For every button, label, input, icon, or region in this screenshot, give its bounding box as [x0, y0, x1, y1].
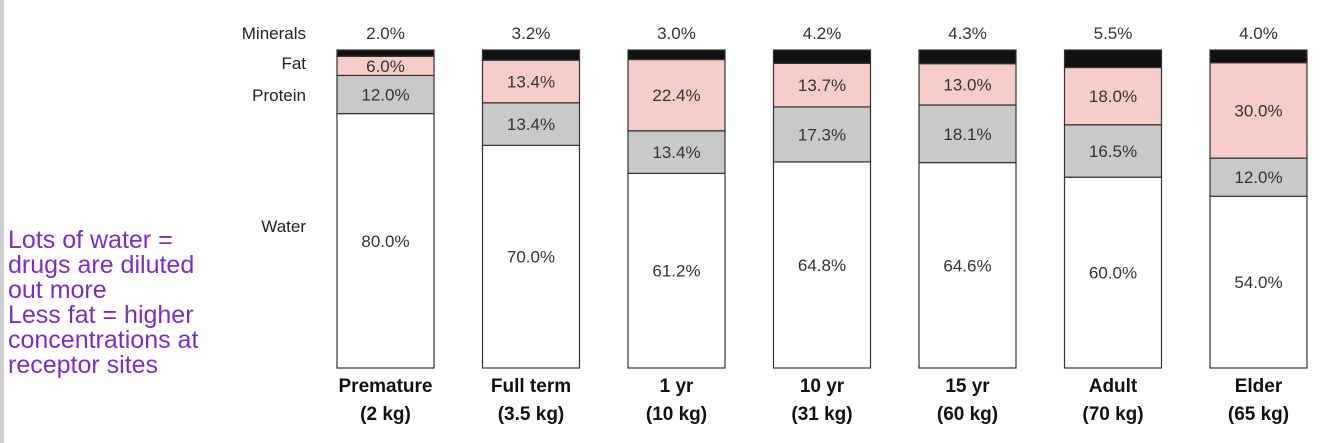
bar-segment-water [481, 144, 581, 369]
category-label: Elder [1235, 376, 1283, 397]
data-label-fat: 13.4% [507, 72, 555, 91]
bar-segment-minerals [772, 49, 872, 64]
data-label-water: 60.0% [1089, 264, 1137, 283]
bar-stack: 64.8% 17.3% 13.7% 4.2% 10 yr (31 kg) [772, 24, 872, 425]
bar-stack: 60.0% 16.5% 18.0% 5.5% Adult (70 kg) [1063, 24, 1163, 425]
bar-segment-protein [918, 104, 1017, 164]
row-label-minerals: Minerals [242, 24, 306, 43]
row-labels: Minerals Fat Protein Water [242, 24, 307, 236]
bar-stack: 61.2% 13.4% 22.4% 3.0% 1 yr (10 kg) [627, 24, 726, 425]
data-label-protein: 12.0% [1234, 168, 1282, 187]
data-label-fat: 22.4% [652, 86, 700, 105]
data-label-protein: 13.4% [507, 115, 555, 134]
annotation-note: Lots of water = drugs are diluted out mo… [8, 228, 258, 378]
data-label-minerals: 4.0% [1239, 24, 1278, 43]
category-weight-label: (2 kg) [360, 404, 411, 425]
category-weight-label: (10 kg) [646, 404, 707, 425]
bar-segment-fat [918, 63, 1017, 106]
category-weight-label: (60 kg) [937, 404, 998, 425]
data-label-protein: 17.3% [798, 125, 846, 144]
bar-segment-water [336, 112, 435, 369]
bar-segment-minerals [918, 49, 1017, 65]
annotation-line: out more [8, 276, 107, 304]
bar-segment-fat [1063, 66, 1163, 126]
data-label-fat: 13.0% [943, 75, 991, 94]
category-label: Adult [1089, 376, 1138, 397]
bar-segment-fat [481, 59, 581, 104]
annotation-line: Less fat = higher [8, 301, 194, 329]
bar-stack: 70.0% 13.4% 13.4% 3.2% Full term (3.5 kg) [481, 24, 581, 425]
bar-segment-water [627, 172, 726, 369]
data-label-minerals: 4.2% [803, 24, 842, 43]
data-label-protein: 18.1% [943, 125, 991, 144]
bar-segment-minerals [1209, 49, 1308, 64]
bar-segment-minerals [481, 49, 581, 61]
data-label-minerals: 5.5% [1094, 24, 1133, 43]
data-label-fat: 30.0% [1234, 101, 1282, 120]
bar-stack: 54.0% 12.0% 30.0% 4.0% Elder (65 kg) [1209, 24, 1308, 425]
row-label-protein: Protein [252, 86, 306, 105]
bar-segment-minerals [1063, 49, 1163, 69]
bar-segment-fat [772, 62, 872, 108]
data-label-water: 64.6% [943, 256, 991, 275]
category-weight-label: (3.5 kg) [498, 404, 565, 425]
data-label-water: 61.2% [652, 262, 700, 281]
annotation-line: drugs are diluted [8, 251, 195, 279]
bar-segment-protein [772, 106, 872, 163]
bars: 80.0% 12.0% 6.0% 2.0% Premature (2 kg) 70.0% 13… [336, 24, 1308, 425]
bar-segment-minerals [627, 49, 726, 61]
data-label-fat: 18.0% [1089, 87, 1137, 106]
annotation-line: receptor sites [8, 351, 159, 379]
data-label-protein: 16.5% [1089, 142, 1137, 161]
data-label-minerals: 3.0% [657, 24, 696, 43]
category-label: Full term [491, 376, 571, 397]
bar-segment-protein [1063, 124, 1163, 178]
annotation-line: Lots of water = [8, 226, 173, 254]
data-label-water: 70.0% [507, 248, 555, 267]
data-label-fat: 13.7% [798, 76, 846, 95]
category-label: Premature [339, 376, 433, 397]
bar-segment-fat [627, 58, 726, 132]
data-label-minerals: 2.0% [366, 24, 405, 43]
category-weight-label: (70 kg) [1082, 404, 1143, 425]
bar-segment-water [1063, 176, 1163, 369]
bar-stack: 80.0% 12.0% 6.0% 2.0% Premature (2 kg) [336, 24, 435, 425]
bar-segment-protein [481, 102, 581, 147]
category-label: 1 yr [660, 376, 694, 397]
bar-segment-protein [336, 74, 435, 115]
category-label: 15 yr [945, 376, 990, 397]
row-label-water: Water [261, 217, 306, 236]
left-border [0, 0, 4, 443]
data-label-fat: 6.0% [366, 57, 405, 76]
data-label-protein: 13.4% [652, 143, 700, 162]
bar-segment-protein [1209, 157, 1308, 197]
bar-segment-fat [1209, 62, 1308, 159]
data-label-minerals: 4.3% [948, 24, 987, 43]
annotation-line: concentrations at [8, 326, 199, 354]
category-weight-label: (65 kg) [1228, 404, 1289, 425]
data-label-water: 80.0% [361, 232, 409, 251]
category-label: 10 yr [800, 376, 845, 397]
data-label-water: 54.0% [1234, 273, 1282, 292]
data-label-protein: 12.0% [361, 86, 409, 105]
row-label-fat: Fat [281, 54, 306, 73]
data-label-water: 64.8% [798, 256, 846, 275]
category-weight-label: (31 kg) [791, 404, 852, 425]
data-label-minerals: 3.2% [512, 24, 551, 43]
bar-stack: 64.6% 18.1% 13.0% 4.3% 15 yr (60 kg) [918, 24, 1017, 425]
bar-segment-minerals [336, 49, 435, 57]
